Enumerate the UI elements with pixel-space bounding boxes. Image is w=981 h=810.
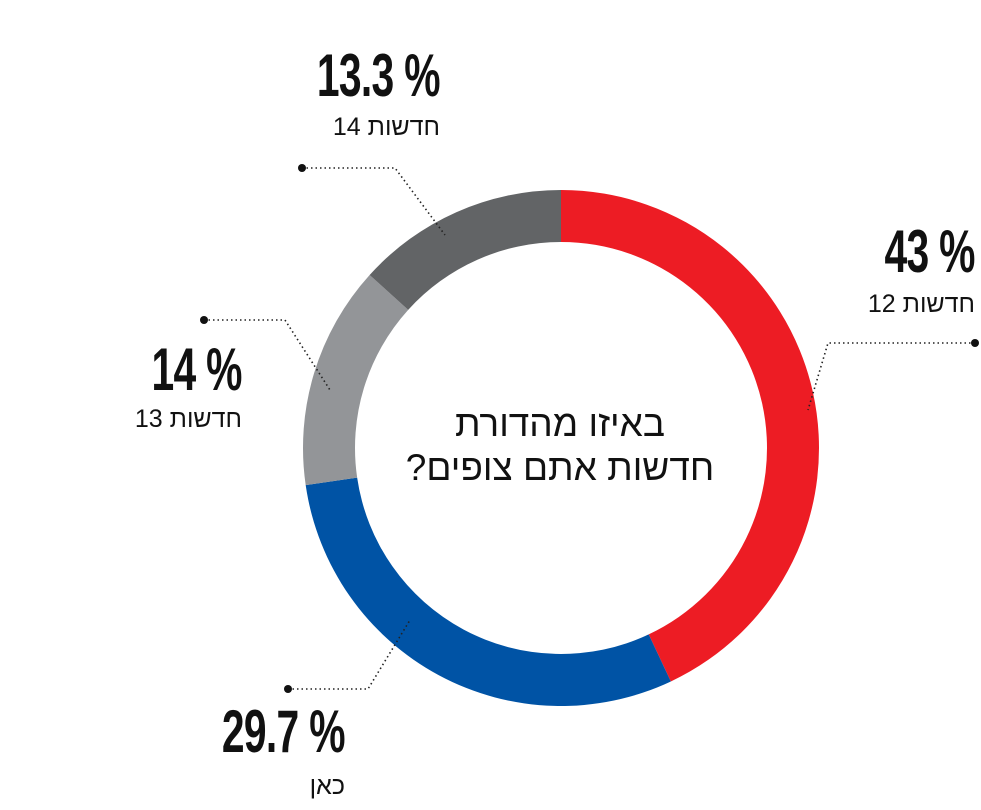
leader-line-13 <box>204 319 331 391</box>
data-label-13-name: חדשות 13 <box>134 405 242 433</box>
leader-line-14 <box>302 167 446 236</box>
data-label-kan-value: 29.7 % <box>222 698 346 765</box>
chart-title: באיזו מהדורת חדשות אתם צופים? <box>360 402 760 490</box>
data-label-12-name: חדשות 12 <box>867 290 975 318</box>
data-label-12-value: 43 % <box>884 218 976 285</box>
leader-dot-14 <box>298 164 306 172</box>
donut-slice-3 <box>369 190 561 310</box>
leader-dot-13 <box>200 316 208 324</box>
data-label-14-name: חדשות 14 <box>332 113 440 141</box>
chart-title-line-1: באיזו מהדורת <box>454 403 666 444</box>
leader-line-12 <box>807 342 975 411</box>
data-label-kan-name: כאן <box>309 772 345 800</box>
chart-title-line-2: חדשות אתם צופים? <box>405 447 715 488</box>
donut-slice-2 <box>303 274 409 486</box>
data-label-13-value: 14 % <box>151 336 243 403</box>
leader-dot-kan <box>284 685 292 693</box>
leader-dot-12 <box>971 339 979 347</box>
data-label-14-value: 13.3 % <box>317 42 441 109</box>
donut-slice-0 <box>561 190 819 682</box>
donut-slice-1 <box>305 477 671 707</box>
